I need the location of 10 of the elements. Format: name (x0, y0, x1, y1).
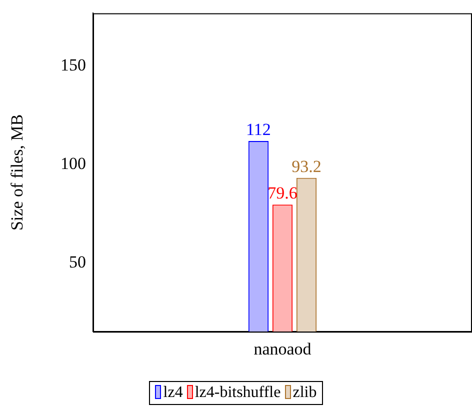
data-label: 112 (246, 120, 271, 139)
y-axis-title: Size of files, MB (8, 114, 27, 230)
y-tick-label: 100 (60, 154, 86, 174)
legend-label: lz4-bitshuffle (194, 384, 281, 401)
y-tick-label: 50 (69, 252, 86, 272)
x-tick-label: nanoaod (254, 339, 312, 358)
y-tick-label: 150 (60, 56, 86, 75)
legend-label: lz4 (163, 384, 183, 401)
data-label: 93.2 (292, 156, 322, 176)
legend-label: zlib (292, 384, 317, 401)
